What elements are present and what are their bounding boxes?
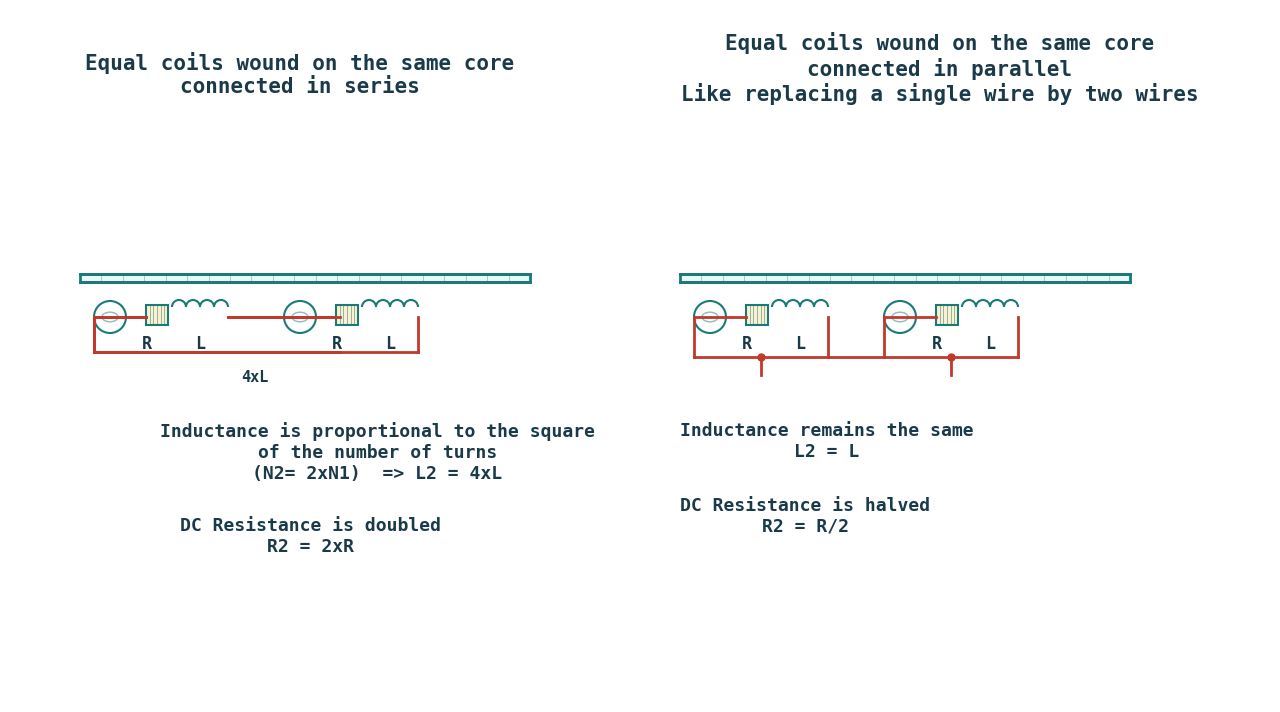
Text: L: L (986, 335, 995, 353)
FancyBboxPatch shape (146, 305, 168, 325)
FancyBboxPatch shape (335, 305, 358, 325)
FancyBboxPatch shape (936, 305, 957, 325)
Text: L: L (195, 335, 205, 353)
FancyBboxPatch shape (680, 274, 1130, 282)
Text: DC Resistance is doubled
R2 = 2xR: DC Resistance is doubled R2 = 2xR (180, 517, 442, 556)
Text: Inductance remains the same
L2 = L: Inductance remains the same L2 = L (680, 422, 974, 461)
Text: R: R (742, 335, 753, 353)
Text: Inductance is proportional to the square
of the number of turns
(N2= 2xN1)  => L: Inductance is proportional to the square… (160, 422, 595, 483)
Text: L: L (385, 335, 396, 353)
Text: L: L (795, 335, 805, 353)
FancyBboxPatch shape (746, 305, 768, 325)
Text: DC Resistance is halved
R2 = R/2: DC Resistance is halved R2 = R/2 (680, 497, 931, 536)
Text: Equal coils wound on the same core
connected in parallel
Like replacing a single: Equal coils wound on the same core conne… (681, 32, 1199, 105)
FancyBboxPatch shape (79, 274, 530, 282)
Text: 4xL: 4xL (242, 370, 269, 385)
Text: Equal coils wound on the same core
connected in series: Equal coils wound on the same core conne… (86, 52, 515, 98)
Text: R: R (932, 335, 942, 353)
Text: R: R (142, 335, 152, 353)
Text: R: R (332, 335, 342, 353)
